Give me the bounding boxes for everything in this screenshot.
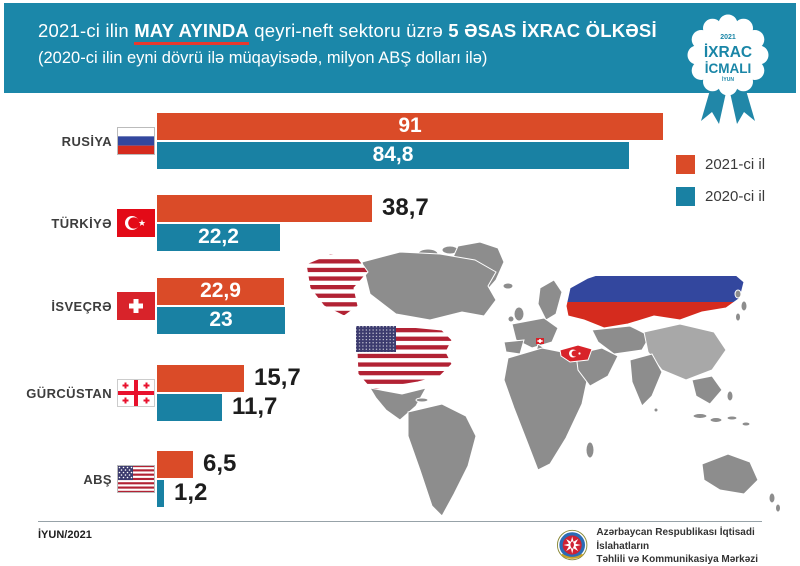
country-label: GÜRCÜSTAN [26,385,112,401]
organization-line1: Azərbaycan Respublikası İqtisadi İslahat… [596,527,755,552]
map-usa-flag [355,325,453,391]
bar-value: 11,7 [232,393,278,420]
organization-line2: Təhlili və Kommunikasiya Mərkəzi [596,554,759,565]
azerbaijan-emblem-icon [556,530,588,561]
country-label: ABŞ [83,471,112,487]
footer-organization: Azərbaycan Respublikası İqtisadi İslahat… [556,526,800,566]
title-prefix: 2021-ci ilin [38,20,135,41]
title-bold: 5 ƏSAS İXRAC ÖLKƏSİ [448,20,657,41]
footer-date: İYUN/2021 [38,529,92,541]
bar-value: 6,5 [203,450,237,477]
legend-swatch-2021 [676,155,695,174]
legend-label-2021: 2021-ci il [705,156,766,173]
bar-2021-ru: 91 [157,113,663,140]
us-flag-icon [117,465,155,493]
legend-label-2020: 2020-ci il [705,188,766,205]
badge-month: İYUN [722,76,734,83]
ru-flag-icon [117,127,155,155]
bar-value: 38,7 [382,194,429,221]
bar-value: 22,9 [200,279,241,302]
legend: 2021-ci il 2020-ci il [676,155,765,219]
map-russia-flag [566,262,744,328]
badge-year: 2021 [720,34,736,41]
bar-2020-ch: 23 [157,307,285,334]
bar-2020-tr: 22,2 [157,224,280,251]
map-australia [701,453,759,495]
country-label: TÜRKİYƏ [51,215,112,231]
page-title: 2021-ci ilin MAY AYINDA qeyri-neft sekto… [38,20,657,45]
footer-divider [38,521,762,522]
bar-2021-tr: 38,7 [157,194,429,222]
badge-line1: İXRAC [704,44,752,61]
header-band: 2021-ci ilin MAY AYINDA qeyri-neft sekto… [4,3,796,93]
bar-2021-ch: 22,9 [157,278,284,305]
map-turkey-flag [559,344,593,363]
chart-row-ru: RUSİYA 91 84,8 [0,113,720,169]
bar-value: 23 [209,308,233,331]
bar-value: 15,7 [254,364,301,391]
country-label: İSVEÇRƏ [51,298,112,314]
organization-name: Azərbaycan Respublikası İqtisadi İslahat… [596,526,800,566]
map-canada [361,251,497,321]
world-map [300,241,788,520]
bar-2020-ge: 11,7 [157,393,277,421]
map-switzerland-flag [536,338,544,344]
export-review-badge: 2021 İXRAC İCMALI İYUN [686,8,770,128]
bar-2020-us: 1,2 [157,479,207,507]
page-subtitle: (2020-ci ilin eyni dövrü ilə müqayisədə,… [38,49,488,67]
header-text: 2021-ci ilin MAY AYINDA qeyri-neft sekto… [38,20,657,68]
ge-flag-icon [117,379,155,407]
title-mid: qeyri-neft sektoru üzrə [248,20,449,41]
badge-rosette-icon: 2021 İXRAC İCMALI İYUN [687,14,769,124]
bar-value: 22,2 [198,225,239,248]
legend-swatch-2020 [676,187,695,206]
legend-item-2020: 2020-ci il [676,187,765,206]
tr-flag-icon [117,209,155,237]
map-south-america [407,403,477,517]
bar-2021-ge: 15,7 [157,364,301,392]
map-alaska-us-flag [305,253,369,317]
bar-value: 84,8 [372,143,414,166]
bar-value: 1,2 [174,479,208,506]
bar-2021-us: 6,5 [157,450,236,478]
title-highlight: MAY AYINDA [134,20,249,45]
country-label: RUSİYA [61,133,112,149]
legend-item-2021: 2021-ci il [676,155,765,174]
world-map-icon [305,241,781,517]
map-africa [503,347,589,471]
ch-flag-icon [117,292,155,320]
bar-2020-ru: 84,8 [157,142,629,169]
badge-line2: İCMALI [705,61,752,76]
bar-value: 91 [398,114,422,137]
